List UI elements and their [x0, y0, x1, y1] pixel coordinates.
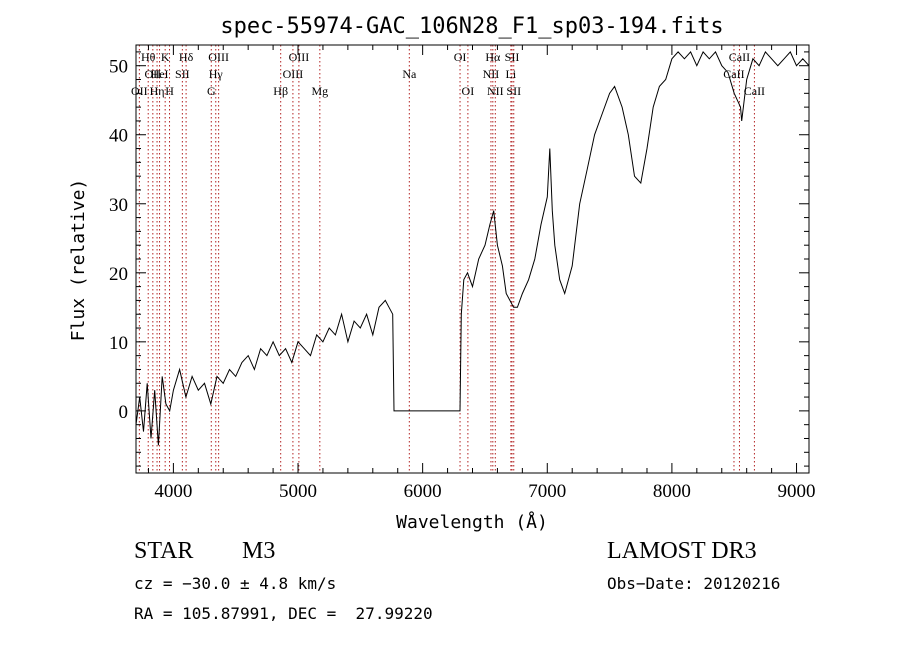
x-tick-label: 5000	[279, 481, 317, 502]
spectral-line-label: OII	[131, 84, 148, 98]
spectral-line-label: G	[207, 84, 216, 98]
spectral-line-label: Hθ	[141, 50, 156, 64]
spectral-line-markers	[138, 45, 755, 473]
spectral-line-labels: OIIHθOIIHηHeIKHSIIHδGHγOIIIHβOIIIOIIIMgN…	[131, 50, 765, 98]
y-tick-label: 40	[109, 126, 128, 147]
spectral-line-label: Hδ	[179, 50, 194, 64]
object-subclass: M3	[242, 538, 276, 564]
spectral-line-label: NII	[487, 84, 504, 98]
y-axis-label: Flux (relative)	[68, 179, 89, 342]
y-tick-label: 20	[109, 264, 128, 285]
x-axis-label: Wavelength (Å)	[396, 511, 548, 533]
spectral-line-label: Hη	[150, 84, 165, 98]
spectral-line-label: OIII	[208, 50, 229, 64]
spectral-line-label: K	[161, 50, 170, 64]
y-tick-label: 0	[119, 402, 129, 423]
spectral-line-label: HeI	[151, 67, 169, 81]
spectral-line-label: Na	[402, 67, 417, 81]
spectral-line-label: SII	[175, 67, 190, 81]
spectral-line-label: SII	[505, 50, 520, 64]
spectrum-series-line	[135, 50, 810, 446]
survey-name: LAMOST DR3	[607, 538, 757, 564]
x-tick-label: 4000	[154, 481, 192, 502]
spectral-line-label: Hβ	[273, 84, 288, 98]
object-class: STAR	[134, 538, 194, 564]
spectral-line-label: H	[165, 84, 174, 98]
y-axis-ticks: 0 10 20 30 40 50	[109, 51, 809, 467]
plot-frame	[135, 44, 810, 474]
obs-date: Obs−Date: 20120216	[607, 574, 781, 593]
x-tick-label: 8000	[653, 481, 691, 502]
spectral-line-label: CaII	[729, 50, 750, 64]
y-tick-label: 30	[109, 195, 128, 216]
spectral-line-label: NII	[483, 67, 500, 81]
spectral-line-label: OII	[144, 67, 161, 81]
coordinates: RA = 105.87991, DEC = 27.99220	[134, 604, 433, 623]
spectral-line-label: CaII	[723, 67, 744, 81]
spectral-line-label: Li	[506, 67, 517, 81]
spectral-line-label: CaII	[744, 84, 765, 98]
y-tick-label: 50	[109, 57, 128, 78]
chart-title: spec-55974-GAC_106N28_F1_sp03-194.fits	[220, 14, 723, 39]
redshift-readout: cz = −30.0 ± 4.8 km/s	[134, 574, 337, 593]
x-axis-ticks: 4000 5000 6000 7000 8000 9000	[147, 45, 816, 502]
spectral-line-label: OI	[454, 50, 467, 64]
spectral-line-label: Hα	[485, 50, 501, 64]
spectral-line-label: Mg	[311, 84, 328, 98]
x-tick-label: 7000	[528, 481, 566, 502]
x-tick-label: 6000	[404, 481, 442, 502]
y-tick-label: 10	[109, 333, 128, 354]
spectral-line-label: OI	[462, 84, 475, 98]
spectral-line-label: SII	[506, 84, 521, 98]
spectral-line-label: OIII	[283, 67, 304, 81]
spectral-line-label: Hγ	[209, 67, 224, 81]
spectral-line-label: OIII	[289, 50, 310, 64]
x-tick-label: 9000	[778, 481, 816, 502]
